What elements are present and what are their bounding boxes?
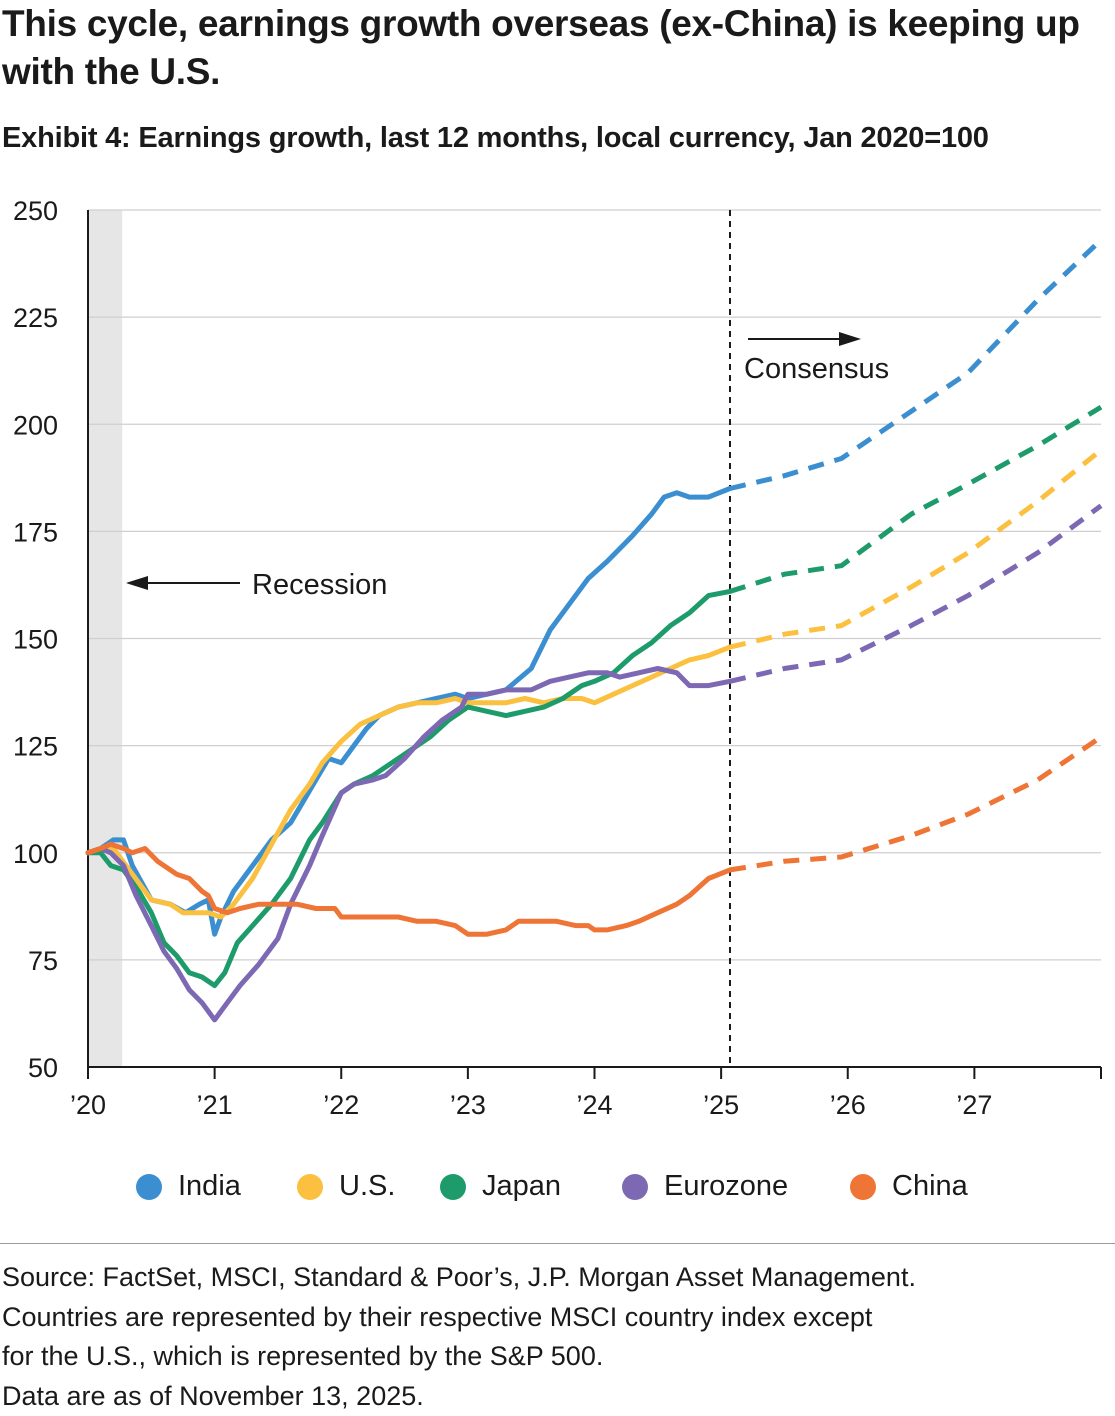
x-tick-label: ’26 — [830, 1090, 866, 1120]
series-forecast-eurozone — [730, 506, 1101, 682]
chart-subtitle: Exhibit 4: Earnings growth, last 12 mont… — [2, 118, 989, 158]
legend-item-eurozone: Eurozone — [622, 1170, 788, 1203]
legend-item-us: U.S. — [297, 1170, 395, 1203]
y-tick-label: 125 — [13, 732, 58, 762]
x-axis: ’20 ’21 ’22 ’23 ’24 ’25 ’26 ’27 — [70, 210, 1101, 1120]
y-tick-label: 200 — [13, 410, 58, 440]
source-line: for the U.S., which is represented by th… — [2, 1337, 1112, 1377]
legend-swatch-us — [297, 1174, 323, 1200]
x-tick-label: ’25 — [703, 1090, 739, 1120]
legend-swatch-japan — [440, 1174, 466, 1200]
source-line: Source: FactSet, MSCI, Standard & Poor’s… — [2, 1258, 1112, 1298]
source-line: Countries are represented by their respe… — [2, 1298, 1112, 1338]
legend-label-china: China — [892, 1170, 968, 1203]
legend-label-eurozone: Eurozone — [664, 1170, 788, 1203]
recession-annotation: Recession — [126, 569, 387, 601]
legend-swatch-india — [136, 1174, 162, 1200]
recession-label: Recession — [252, 569, 387, 601]
source-note: Source: FactSet, MSCI, Standard & Poor’s… — [2, 1258, 1112, 1416]
y-tick-label: 250 — [13, 196, 58, 226]
y-tick-label: 175 — [13, 517, 58, 547]
series-line-india — [88, 489, 730, 935]
legend-label-india: India — [178, 1170, 241, 1203]
legend-label-japan: Japan — [482, 1170, 561, 1203]
y-tick-label: 100 — [13, 839, 58, 869]
x-tick-label: ’20 — [70, 1090, 106, 1120]
grid-lines — [88, 210, 1101, 960]
consensus-annotation: Consensus — [744, 332, 889, 385]
y-tick-label: 225 — [13, 303, 58, 333]
y-axis-ticks: 50 75 100 125 150 175 200 225 250 — [13, 196, 58, 1083]
source-line: Data are as of November 13, 2025. — [2, 1377, 1112, 1416]
series-forecast-china — [730, 737, 1101, 870]
series-forecast-japan — [730, 407, 1101, 591]
legend-label-us: U.S. — [339, 1170, 395, 1203]
legend-swatch-china — [850, 1174, 876, 1200]
page-title: This cycle, earnings growth overseas (ex… — [2, 0, 1102, 96]
x-tick-label: ’22 — [323, 1090, 359, 1120]
y-tick-label: 150 — [13, 625, 58, 655]
y-tick-label: 75 — [28, 946, 58, 976]
x-tick-label: ’24 — [576, 1090, 612, 1120]
recession-arrow-head — [126, 576, 148, 590]
chart-legend: India U.S. Japan Eurozone China — [0, 1170, 1115, 1214]
consensus-label: Consensus — [744, 353, 889, 385]
x-tick-label: ’21 — [197, 1090, 233, 1120]
legend-item-japan: Japan — [440, 1170, 561, 1203]
legend-item-china: China — [850, 1170, 968, 1203]
series-line-china — [88, 844, 730, 934]
series-lines — [88, 240, 1101, 1020]
legend-swatch-eurozone — [622, 1174, 648, 1200]
consensus-arrow-head — [839, 332, 861, 346]
footer-divider — [0, 1243, 1115, 1244]
y-tick-label: 50 — [28, 1053, 58, 1083]
x-tick-label: ’27 — [956, 1090, 992, 1120]
x-tick-label: ’23 — [450, 1090, 486, 1120]
series-forecast-us — [730, 450, 1101, 647]
legend-item-india: India — [136, 1170, 241, 1203]
series-line-japan — [88, 591, 730, 985]
